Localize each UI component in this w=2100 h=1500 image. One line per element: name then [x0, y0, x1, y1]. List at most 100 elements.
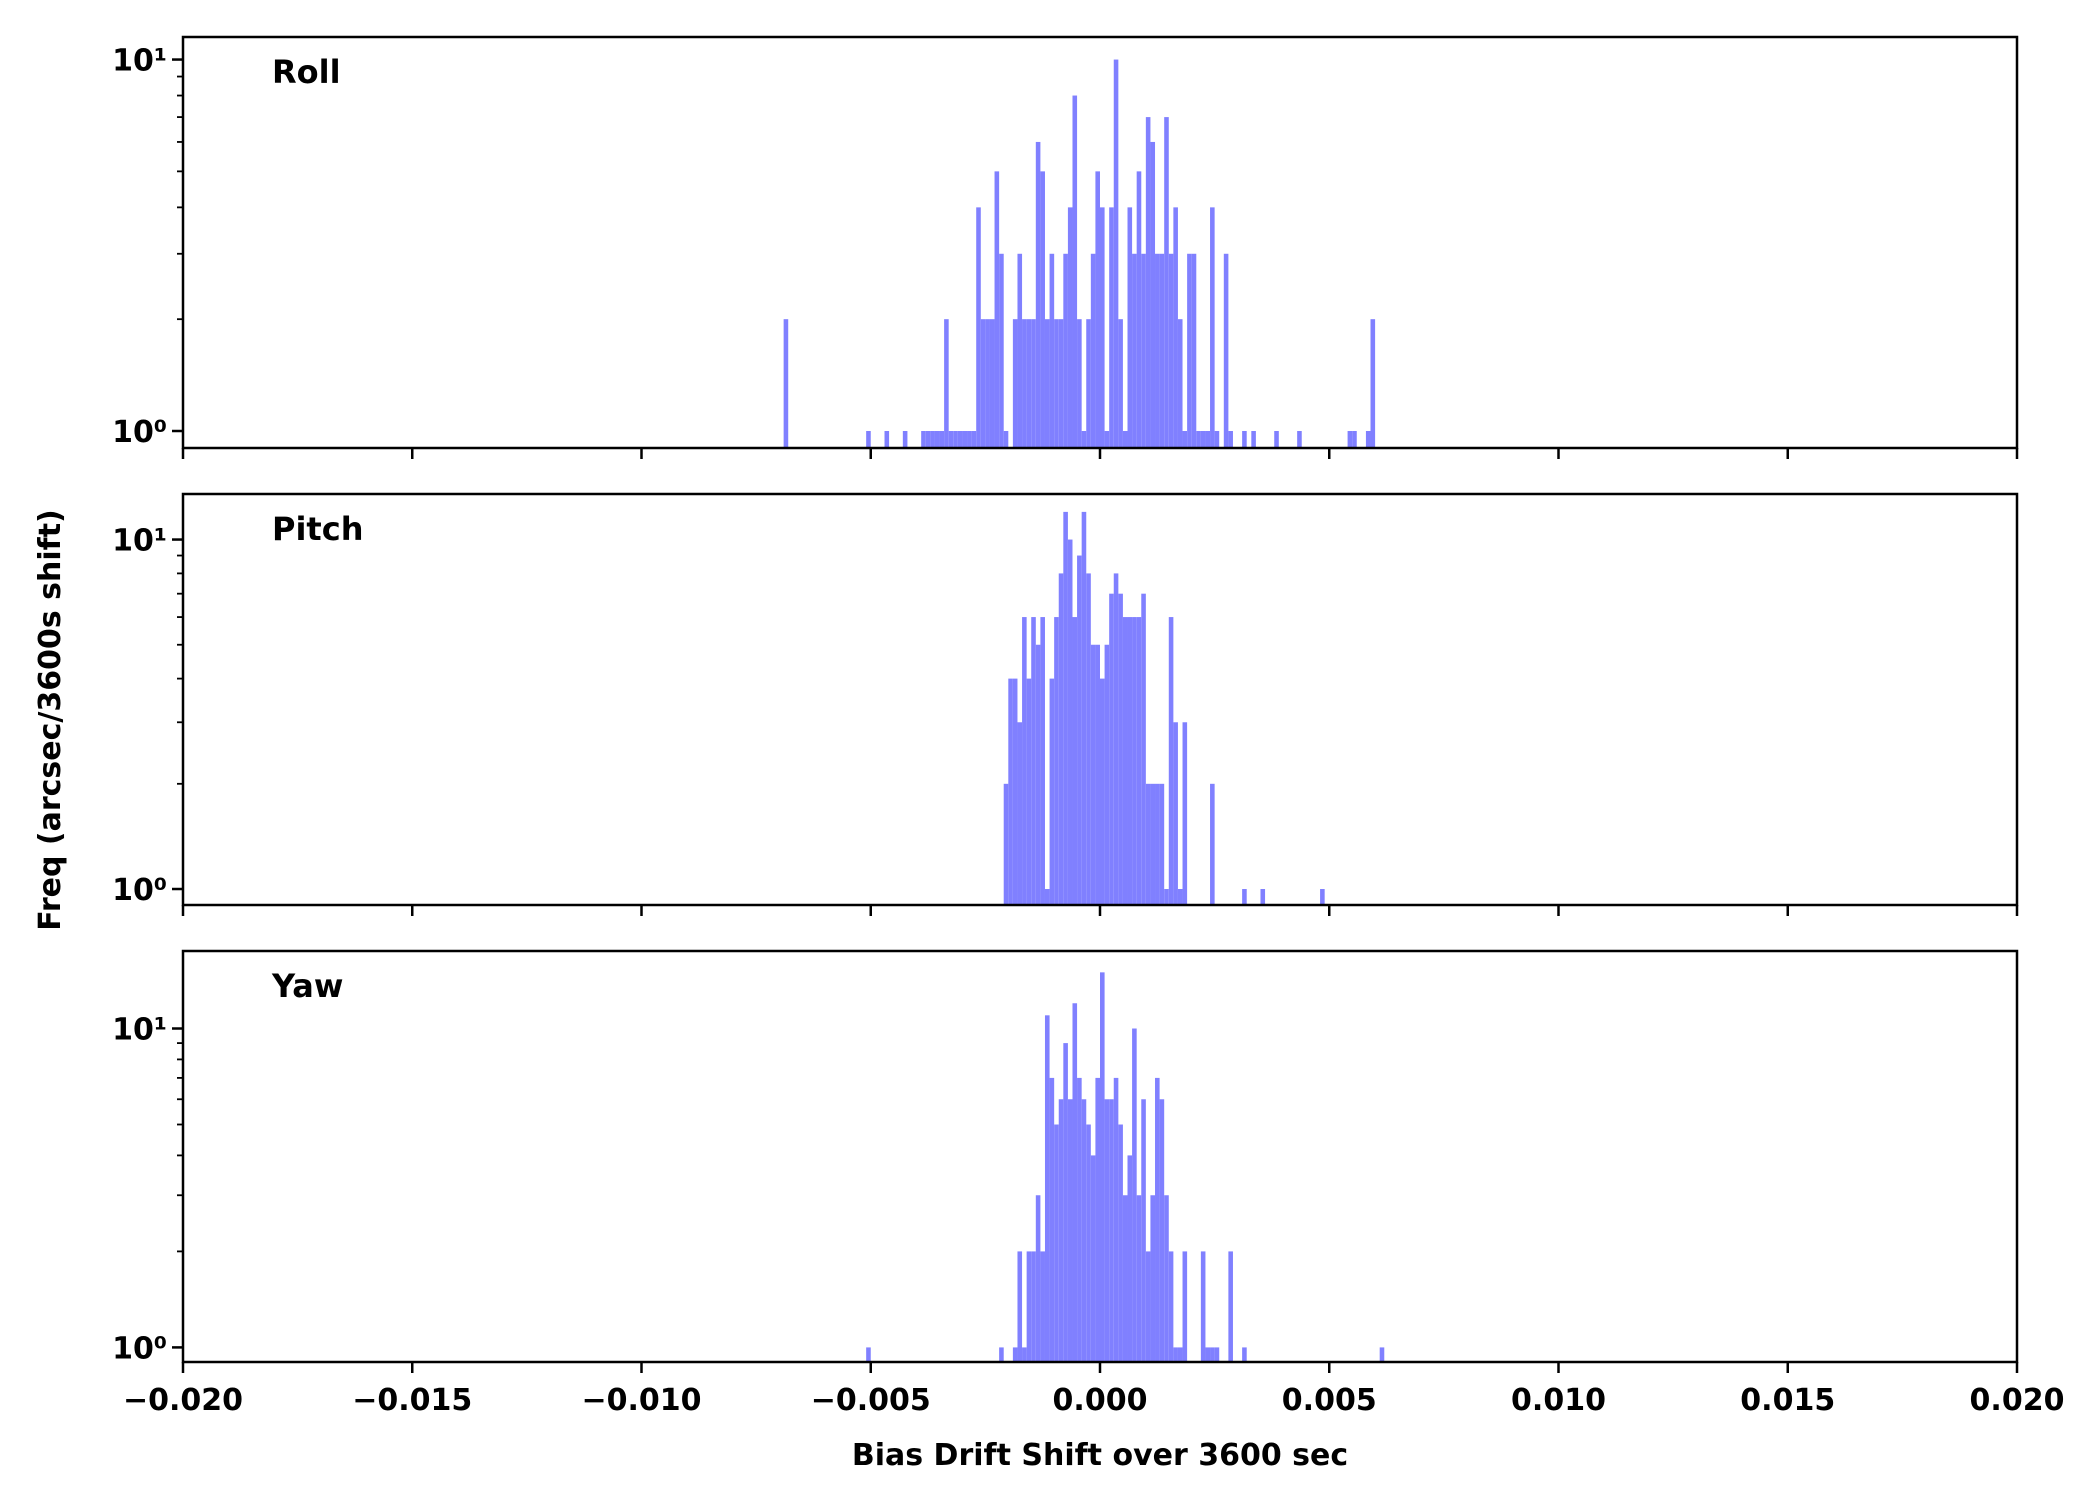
histogram-bar	[1054, 1124, 1059, 1362]
histogram-bar	[1141, 1099, 1146, 1362]
histogram-bar	[1242, 1347, 1247, 1362]
histogram-bar	[1173, 722, 1178, 905]
histogram-bar	[1113, 59, 1119, 449]
histogram-bar	[1164, 117, 1169, 448]
histogram-bar	[1077, 319, 1082, 448]
histogram-bar	[1003, 431, 1009, 448]
histogram-bar	[1177, 889, 1183, 905]
histogram-bar	[1067, 207, 1073, 448]
histogram-bar	[1177, 319, 1183, 448]
histogram-bar	[1352, 431, 1357, 448]
histogram-bar	[1077, 1077, 1082, 1362]
histogram-bar	[1049, 253, 1055, 448]
histogram-bar	[1141, 593, 1146, 905]
histogram-bar	[1210, 783, 1215, 905]
histogram-bar	[1214, 1347, 1220, 1362]
x-tick-label: −0.015	[352, 1383, 472, 1418]
histogram-bar	[1168, 617, 1174, 905]
histogram-bar	[1035, 1195, 1041, 1362]
histogram-bar	[1370, 319, 1376, 448]
histogram-bar	[1040, 1251, 1045, 1362]
histogram-bar	[1081, 1099, 1087, 1362]
histogram-bar	[1008, 678, 1013, 905]
histogram-bar	[1109, 1099, 1114, 1362]
histogram-bar	[1022, 1347, 1027, 1362]
histogram-bar	[1223, 253, 1229, 448]
histogram-bar	[1365, 431, 1371, 448]
histogram-bar	[1347, 431, 1353, 448]
histogram-bar	[1095, 171, 1100, 448]
histogram-bar	[1095, 1077, 1100, 1362]
histogram-bar	[1251, 431, 1256, 448]
histogram-bar	[1063, 1043, 1068, 1362]
histogram-bar	[925, 431, 931, 448]
histogram-bar	[1210, 207, 1215, 448]
histogram-bar	[1136, 171, 1142, 448]
x-tick-label: −0.020	[123, 1383, 243, 1418]
histogram-bar	[1058, 573, 1064, 905]
histogram-bar	[1150, 1195, 1156, 1362]
histogram-bar	[1104, 431, 1110, 448]
histogram-bar	[1040, 171, 1045, 448]
histogram-bar	[999, 253, 1004, 448]
histogram-bar	[1067, 539, 1073, 905]
histogram-bar	[1054, 319, 1059, 448]
histogram-bar	[1155, 253, 1160, 448]
histogram-bar	[1150, 783, 1156, 905]
histogram-bar	[783, 319, 789, 448]
histogram-bar	[980, 319, 986, 448]
histogram-bar	[1132, 617, 1137, 905]
histogram-bar	[1063, 253, 1068, 448]
histogram-bar	[1205, 1347, 1211, 1362]
histogram-bar	[1145, 117, 1151, 448]
histogram-bar	[1145, 1251, 1151, 1362]
histogram-bar	[1095, 644, 1100, 905]
histogram-bar	[971, 431, 977, 448]
histogram-bar	[1067, 1099, 1073, 1362]
histogram-bar	[1086, 1124, 1091, 1362]
histogram-bar	[1017, 1251, 1023, 1362]
histogram-bar	[948, 431, 954, 448]
histogram-bar	[1063, 511, 1068, 905]
histogram-bar	[1177, 1347, 1183, 1362]
histogram-bar	[1173, 1347, 1178, 1362]
histogram-bar	[1031, 1251, 1036, 1362]
histogram-bar	[953, 431, 958, 448]
histogram-bar	[1026, 678, 1032, 905]
histogram-bar	[994, 171, 1000, 448]
histogram-bar	[930, 431, 935, 448]
histogram-bar	[1155, 783, 1160, 905]
histogram-bar	[1205, 431, 1211, 448]
histogram-bar	[1173, 207, 1178, 448]
histogram-bar	[985, 319, 990, 448]
histogram-bar	[934, 431, 940, 448]
histogram-bar	[1049, 678, 1055, 905]
x-tick-label: −0.010	[581, 1383, 701, 1418]
histogram-bar	[1109, 593, 1114, 905]
y-tick-label: 10⁰	[112, 1331, 167, 1366]
histogram-bar	[1145, 783, 1151, 905]
x-tick-label: 0.000	[1053, 1383, 1148, 1418]
histogram-bar	[944, 319, 949, 448]
histogram-bar	[939, 431, 945, 448]
histogram-bar	[1031, 617, 1036, 905]
x-tick-label: 0.020	[1970, 1383, 2065, 1418]
histogram-bar	[1054, 617, 1059, 905]
histogram-bar	[1127, 1155, 1133, 1362]
x-tick-label: 0.010	[1511, 1383, 1606, 1418]
histogram-bar	[1012, 1347, 1018, 1362]
histogram-bar	[1026, 1251, 1032, 1362]
histogram-bar	[1022, 319, 1027, 448]
histogram-bar	[1210, 1347, 1215, 1362]
histogram-bar	[1031, 319, 1036, 448]
histogram-bar	[1072, 617, 1078, 905]
histogram-bar	[1168, 1251, 1174, 1362]
histogram-bar	[1320, 889, 1325, 905]
histogram-bar	[1072, 95, 1078, 448]
histogram-bar	[1122, 1195, 1128, 1362]
panel-label: Roll	[272, 53, 341, 91]
panel-label: Pitch	[272, 510, 363, 548]
histogram-bar	[1090, 644, 1096, 905]
histogram-bar	[921, 431, 926, 448]
histogram-bar	[1118, 593, 1123, 905]
